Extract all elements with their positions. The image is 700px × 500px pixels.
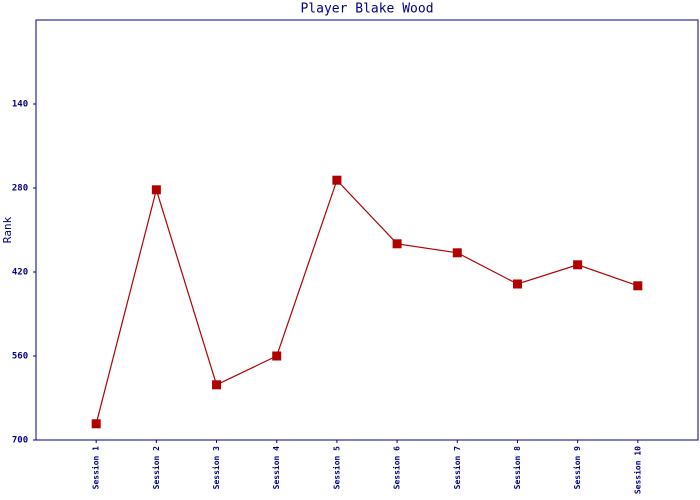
y-tick-label: 420 <box>12 268 28 278</box>
y-axis-label: Rank <box>1 216 14 243</box>
data-point <box>573 260 583 270</box>
y-tick-label: 280 <box>12 184 28 194</box>
x-tick-label: Session 10 <box>632 446 642 494</box>
data-point <box>91 419 101 429</box>
y-tick-label: 140 <box>12 100 28 110</box>
data-point <box>332 175 342 185</box>
data-point <box>633 281 643 291</box>
data-point <box>512 279 522 289</box>
x-tick-label: Session 1 <box>91 446 101 490</box>
x-tick-label: Session 7 <box>452 446 462 490</box>
data-point <box>452 248 462 258</box>
x-tick-label: Session 2 <box>151 446 161 490</box>
data-point <box>272 351 282 361</box>
data-point <box>151 185 161 195</box>
chart-title: Player Blake Wood <box>300 2 433 17</box>
x-tick-label: Session 9 <box>572 446 582 490</box>
x-tick-label: Session 8 <box>512 446 522 490</box>
x-tick-label: Session 4 <box>271 446 281 490</box>
data-point <box>212 380 222 390</box>
y-tick-label: 560 <box>12 352 28 362</box>
plot-frame <box>35 19 699 441</box>
series-line <box>95 179 639 424</box>
y-tick-label: 700 <box>12 436 28 446</box>
x-tick-label: Session 3 <box>211 446 221 490</box>
x-tick-label: Session 6 <box>392 446 402 490</box>
x-tick-label: Session 5 <box>331 446 341 490</box>
data-point <box>392 239 402 249</box>
